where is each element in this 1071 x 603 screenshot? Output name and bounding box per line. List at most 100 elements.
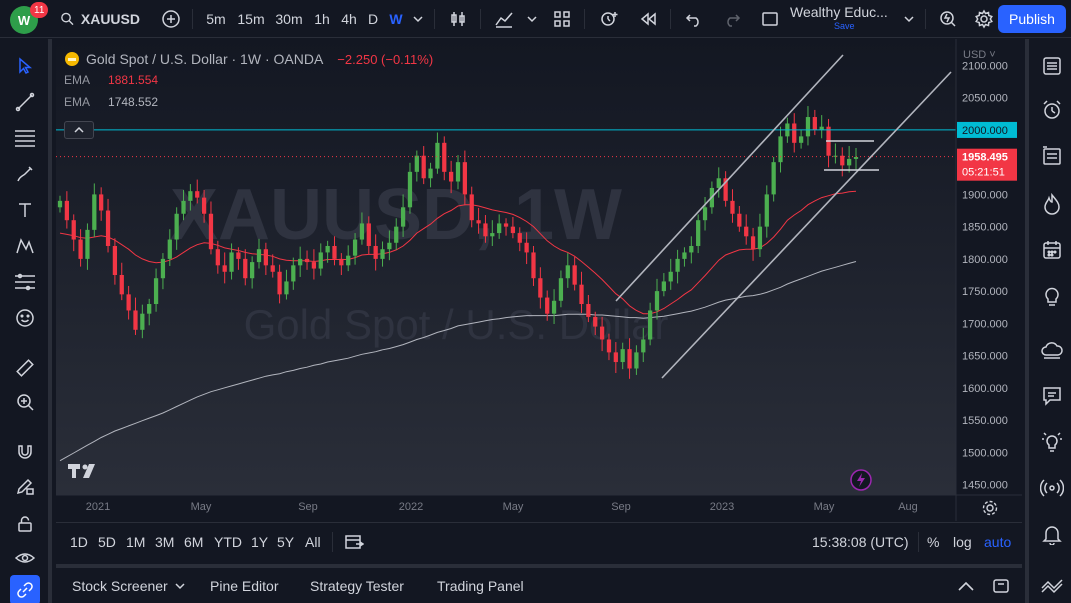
replay-button[interactable]: [634, 0, 662, 38]
prediction-tool[interactable]: [10, 267, 40, 297]
range-6m[interactable]: 6M: [184, 534, 204, 550]
range-3m[interactable]: 3M: [155, 534, 175, 550]
price-axis[interactable]: USD ˅2100.0002050.0001950.0001900.000185…: [957, 49, 1017, 492]
channel-lower-line[interactable]: [661, 71, 952, 379]
range-all[interactable]: All: [305, 534, 321, 550]
tab-pine-editor[interactable]: Pine Editor: [210, 578, 279, 594]
date-range-button[interactable]: [344, 523, 364, 561]
interval-dropdown[interactable]: [410, 0, 426, 38]
zoom-tool[interactable]: [10, 387, 40, 417]
range-1d[interactable]: 1D: [70, 534, 88, 550]
layout-dropdown[interactable]: [901, 0, 917, 38]
lightning-icon[interactable]: [850, 469, 872, 491]
signals-button[interactable]: [1037, 473, 1067, 503]
cursor-tool[interactable]: [10, 51, 40, 81]
candle-body: [551, 300, 557, 314]
alert-button[interactable]: [594, 0, 624, 38]
indicators-dropdown[interactable]: [524, 0, 540, 38]
collapse-panel-button[interactable]: [957, 568, 975, 603]
settings-button[interactable]: [970, 0, 998, 38]
axis-settings-icon[interactable]: [982, 500, 998, 516]
layout-name-button[interactable]: Wealthy Educ... Save: [790, 0, 900, 38]
watchlist-button[interactable]: [1037, 51, 1067, 81]
price-tick: 1550.000: [962, 415, 1008, 427]
trend-line-tool[interactable]: [10, 87, 40, 117]
alerts-button[interactable]: [1037, 95, 1067, 125]
indicators-button[interactable]: [490, 0, 518, 38]
interval-4h[interactable]: 4h: [341, 11, 357, 27]
clock-display[interactable]: 15:38:08 (UTC): [812, 534, 909, 550]
candle-body: [572, 265, 577, 285]
fib-tool[interactable]: [10, 123, 40, 153]
bell-icon: [1042, 526, 1062, 545]
stock-screener-dropdown[interactable]: [175, 568, 185, 603]
tradingview-logo[interactable]: [68, 464, 95, 478]
legend-title[interactable]: Gold Spot / U.S. Dollar · 1W · OANDA: [86, 51, 324, 67]
time-axis[interactable]: 2021 May Sep 2022 May Sep 2023 May Aug: [86, 501, 918, 513]
range-ytd[interactable]: YTD: [214, 534, 242, 550]
chart-type-button[interactable]: [444, 0, 472, 38]
grid-icon: [554, 11, 570, 27]
auto-scale-toggle[interactable]: auto: [984, 534, 1012, 550]
tab-stock-screener[interactable]: Stock Screener: [72, 578, 168, 594]
chart-pane[interactable]: XAUUSD, 1W Gold Spot / U.S. Dollar USD ˅…: [56, 39, 1022, 521]
channel-upper-line[interactable]: [615, 54, 844, 302]
pattern-tool[interactable]: [10, 231, 40, 261]
hide-drawings-tool[interactable]: [10, 543, 40, 573]
candle-body: [490, 233, 495, 237]
notifications-button[interactable]: [1037, 519, 1067, 549]
stay-drawing-tool[interactable]: [10, 471, 40, 501]
data-window-button[interactable]: [1037, 141, 1067, 171]
legend-collapse-button[interactable]: [64, 121, 94, 139]
magnet-tool[interactable]: [10, 437, 40, 467]
range-1m[interactable]: 1M: [126, 534, 146, 550]
streams-button[interactable]: [1037, 335, 1067, 365]
candle-body: [593, 316, 598, 327]
candle-body: [599, 326, 605, 340]
legend-change: −2.250 (−0.11%): [337, 51, 434, 67]
hotlists-button[interactable]: [1037, 189, 1067, 219]
ruler-tool[interactable]: [10, 353, 40, 383]
interval-1h[interactable]: 1h: [314, 11, 330, 27]
interval-5m[interactable]: 5m: [206, 11, 226, 27]
range-1y[interactable]: 1Y: [251, 534, 269, 550]
tab-trading-panel[interactable]: Trading Panel: [437, 578, 524, 594]
templates-button[interactable]: [548, 0, 576, 38]
range-5y[interactable]: 5Y: [277, 534, 295, 550]
log-scale-toggle[interactable]: log: [953, 534, 972, 550]
icons-tool[interactable]: [10, 303, 40, 333]
calendar-button[interactable]: [1037, 235, 1067, 265]
brush-tool[interactable]: [10, 159, 40, 189]
pine-button[interactable]: [1037, 569, 1067, 599]
price-tick: 1450.000: [962, 480, 1008, 492]
undo-button[interactable]: [680, 0, 708, 38]
publish-button[interactable]: Publish: [998, 5, 1066, 33]
tips-button[interactable]: [1037, 427, 1067, 457]
ideas-button[interactable]: [1037, 281, 1067, 311]
quick-search-button[interactable]: [934, 0, 962, 38]
price-tick: 1850.000: [962, 222, 1008, 234]
legend-ema-slow[interactable]: EMA 1748.552: [64, 95, 159, 109]
maximize-panel-button[interactable]: [992, 568, 1010, 603]
interval-w[interactable]: W: [389, 11, 403, 27]
currency-label[interactable]: USD ˅: [963, 49, 996, 61]
drawings[interactable]: [56, 54, 956, 379]
compare-symbol-button[interactable]: [158, 0, 184, 38]
percent-scale-toggle[interactable]: %: [927, 534, 940, 550]
price-chart[interactable]: XAUUSD, 1W Gold Spot / U.S. Dollar USD ˅…: [56, 39, 1022, 521]
fullscreen-toggle[interactable]: [756, 0, 784, 38]
redo-button[interactable]: [718, 0, 746, 38]
waves-icon: [1041, 579, 1063, 594]
interval-30m[interactable]: 30m: [275, 11, 303, 27]
chat-button[interactable]: [1037, 381, 1067, 411]
symbol-search-button[interactable]: XAUUSD: [60, 0, 140, 38]
price-tick: 1700.000: [962, 318, 1008, 330]
lock-drawings-tool[interactable]: [10, 509, 40, 539]
legend-ema-fast[interactable]: EMA 1881.554: [64, 73, 159, 87]
interval-d[interactable]: D: [367, 11, 379, 27]
tab-strategy-tester[interactable]: Strategy Tester: [310, 578, 404, 594]
interval-15m[interactable]: 15m: [237, 11, 265, 27]
text-tool[interactable]: [10, 195, 40, 225]
range-5d[interactable]: 5D: [98, 534, 116, 550]
link-tool[interactable]: [10, 575, 40, 603]
